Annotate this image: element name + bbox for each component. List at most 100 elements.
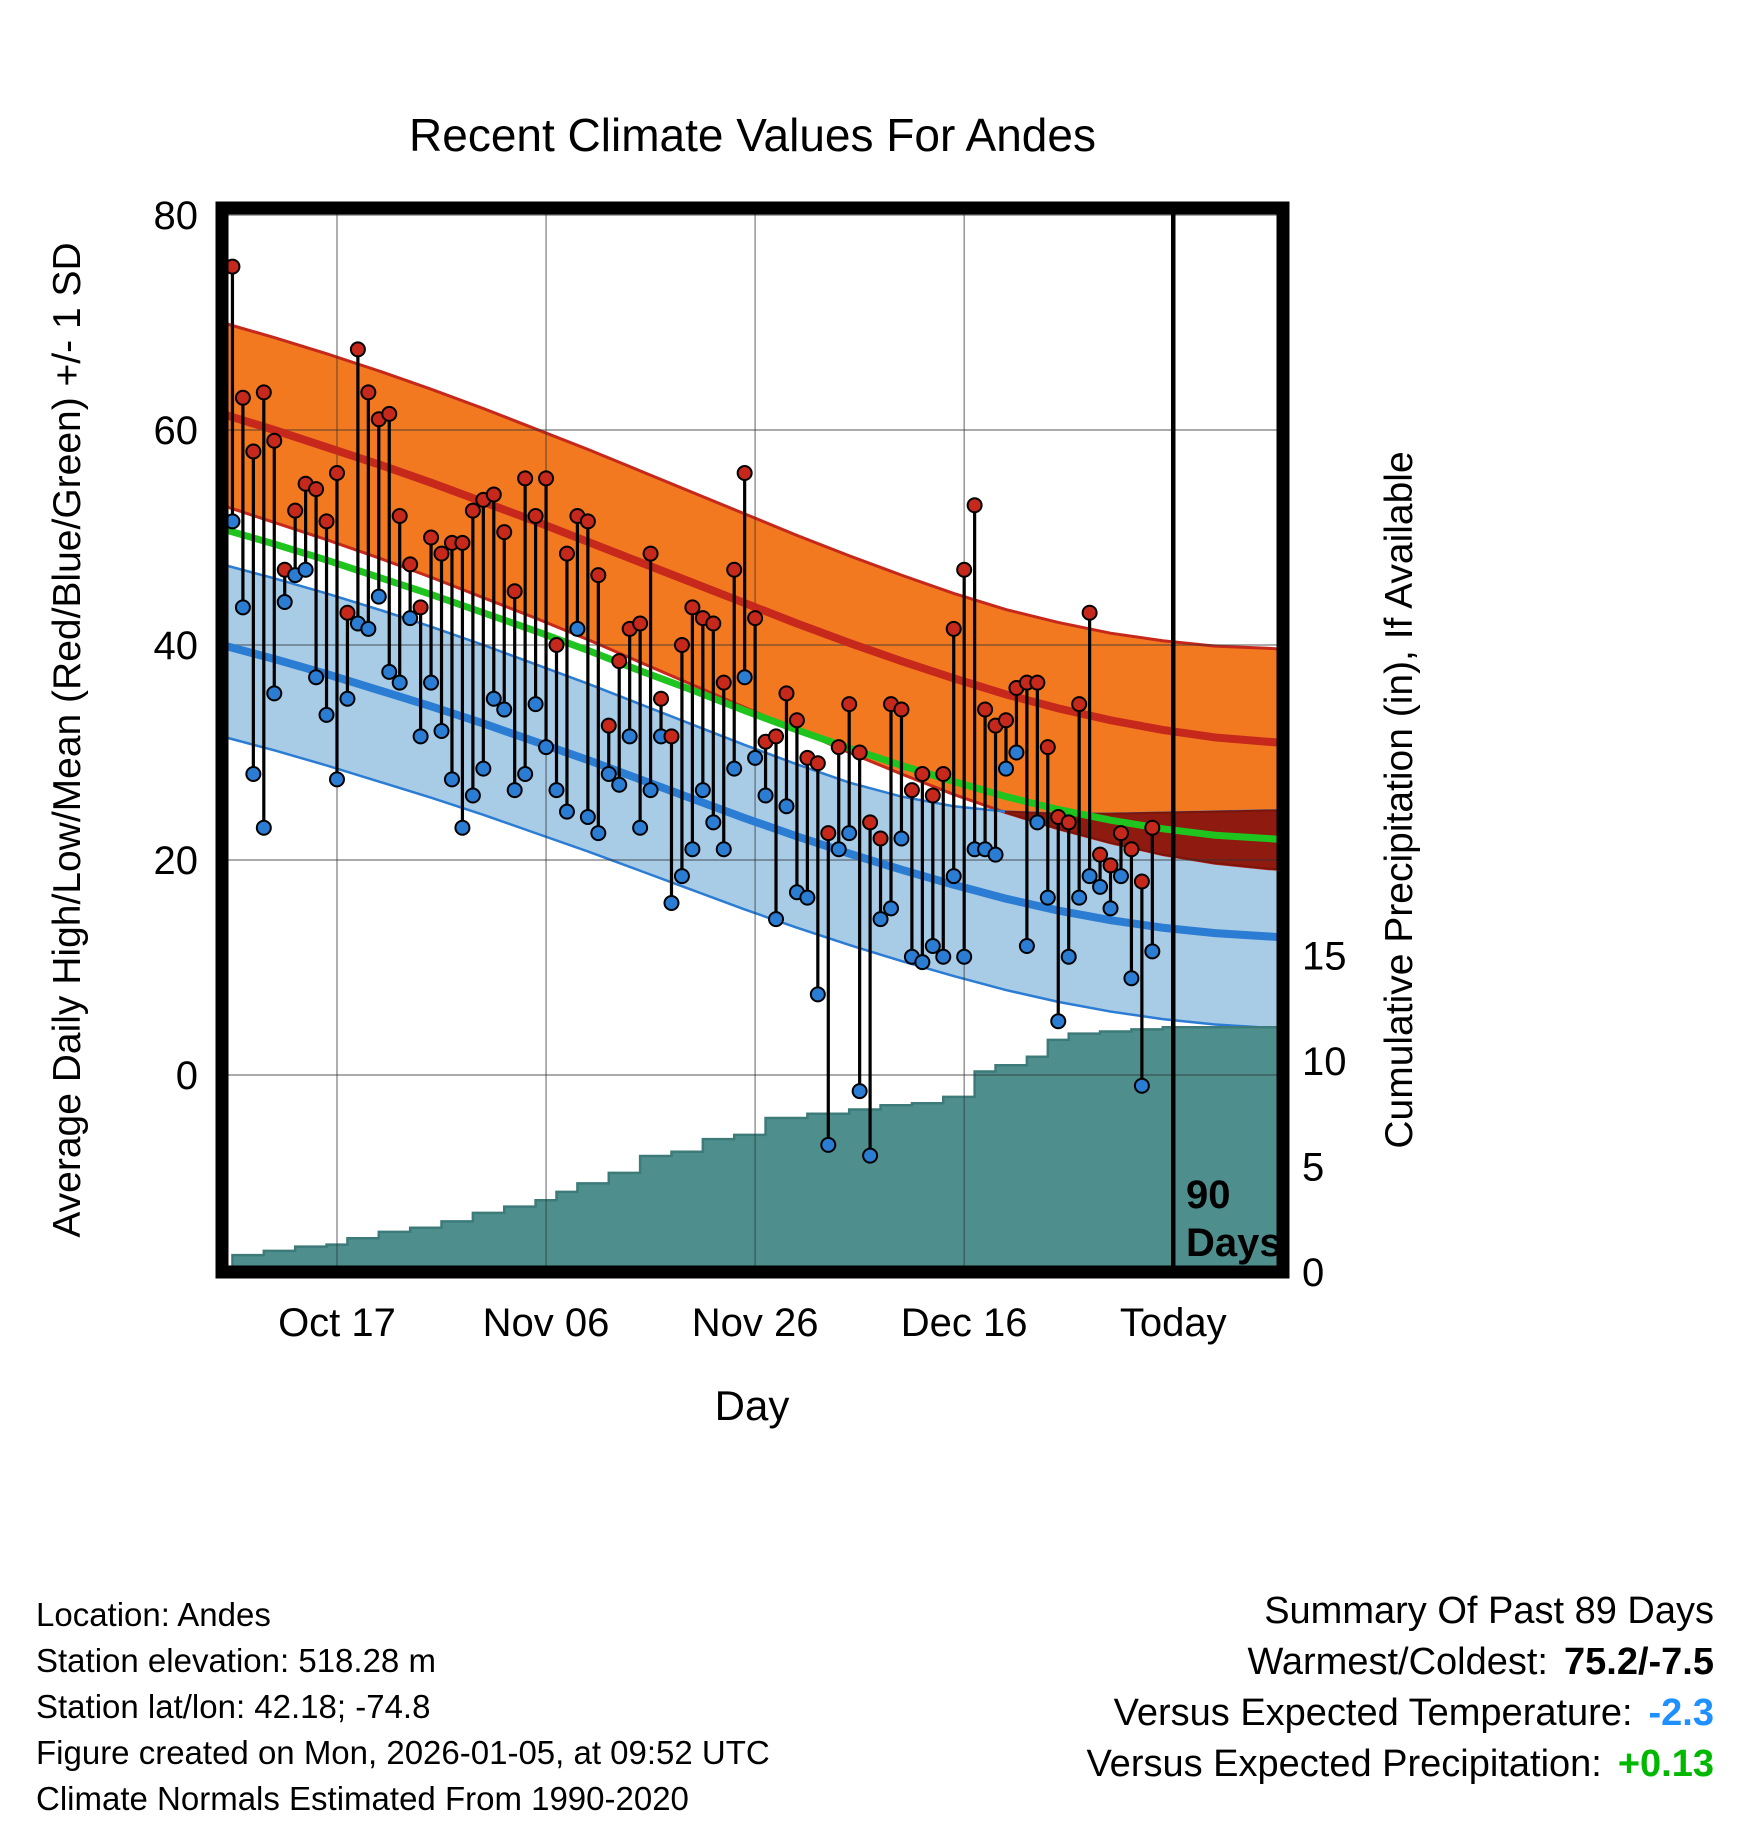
- temp-tick-label: 40: [154, 624, 199, 668]
- daily-temperature-range: [579, 513, 596, 825]
- daily-temperature-range: [997, 712, 1014, 777]
- daily-high-point: [600, 717, 617, 734]
- daily-temperature-range: [663, 728, 680, 911]
- daily-high-point: [391, 508, 408, 524]
- figure-created: Figure created on Mon, 2026-01-05, at 09…: [36, 1734, 770, 1771]
- precip-step-area: [231, 1025, 1285, 1274]
- daily-temperature-range: [600, 717, 617, 782]
- daily-temperature-range: [820, 825, 837, 1153]
- warmest-coldest-value: 75.2/-7.5: [1564, 1641, 1714, 1683]
- daily-temperature-range: [893, 701, 910, 847]
- daily-high-point: [924, 787, 941, 804]
- daily-low-point: [1081, 868, 1098, 885]
- daily-temperature-range: [454, 534, 471, 836]
- daily-temperature-range: [339, 604, 356, 707]
- daily-high-point: [851, 744, 868, 761]
- high-band-upper-edge: [221, 321, 1284, 651]
- daily-high-point: [558, 545, 575, 562]
- daily-temperature-range: [1050, 809, 1067, 1030]
- daily-high-point: [997, 712, 1014, 729]
- daily-temperature-range: [245, 443, 262, 782]
- x-tick-label: Dec 16: [901, 1301, 1028, 1345]
- daily-low-point: [1050, 1013, 1067, 1030]
- daily-high-point: [412, 599, 429, 616]
- daily-low-point: [297, 561, 314, 578]
- daily-temperature-range: [673, 637, 690, 885]
- daily-temperature-range: [423, 529, 440, 691]
- daily-temperature-range: [1112, 825, 1129, 885]
- daily-high-point: [255, 384, 272, 401]
- daily-high-point: [1071, 696, 1088, 713]
- daily-temperature-range: [1029, 674, 1046, 831]
- daily-low-point: [893, 830, 910, 847]
- daily-high-point: [841, 696, 858, 713]
- daily-low-point: [517, 766, 534, 782]
- chart-layers: Oct 17 Nov 06 Nov 26 Dec 16 Today 0 20 40 60 80 0 5…: [154, 194, 1347, 1345]
- station-elevation: Station elevation: 518.28 m: [36, 1642, 436, 1679]
- daily-low-point: [851, 1083, 868, 1100]
- daily-high-point: [977, 701, 994, 718]
- daily-low-point: [527, 696, 544, 713]
- summary-warmest-coldest: Warmest/Coldest: 75.2/-7.5: [1086, 1637, 1714, 1688]
- daily-low-point: [308, 669, 325, 686]
- daily-high-point: [527, 508, 544, 524]
- daily-low-point: [412, 728, 429, 745]
- daily-high-point: [830, 739, 847, 756]
- daily-temperature-range: [768, 728, 785, 928]
- mean-temp-line: [221, 525, 1284, 844]
- warmest-coldest-label: Warmest/Coldest:: [1247, 1641, 1548, 1683]
- daily-high-point: [726, 561, 743, 578]
- daily-high-point: [642, 545, 659, 562]
- daily-low-point: [1029, 814, 1046, 831]
- daily-temperature-range: [611, 653, 628, 793]
- tick-labels: Oct 17 Nov 06 Nov 26 Dec 16 Today 0 20 40 60 80 0 5…: [154, 194, 1347, 1345]
- temp-tick-label: 20: [154, 839, 199, 883]
- daily-temperature-range: [266, 432, 283, 702]
- daily-high-point: [454, 534, 471, 551]
- daily-temperature-range: [632, 615, 649, 836]
- daily-high-point: [485, 486, 502, 503]
- daily-high-point: [1092, 846, 1109, 863]
- daily-low-point: [726, 760, 743, 777]
- daily-temperature-range: [402, 556, 419, 627]
- daily-temperature-range: [872, 830, 889, 928]
- temp-tick-label: 60: [154, 409, 199, 453]
- daily-temperature-range: [956, 561, 973, 965]
- daily-low-point: [736, 669, 753, 686]
- daily-temperature-range: [590, 567, 607, 842]
- x-tick-label: Today: [1120, 1301, 1227, 1345]
- daily-low-point: [538, 739, 555, 756]
- daily-low-point: [883, 900, 900, 917]
- daily-low-point: [1008, 744, 1025, 761]
- daily-temperature-range: [1018, 674, 1035, 954]
- daily-low-point: [1133, 1077, 1150, 1094]
- x-axis-label: Day: [715, 1382, 790, 1429]
- daily-temperature-range: [412, 599, 429, 745]
- daily-high-point: [496, 524, 513, 541]
- daily-temperature-range: [318, 513, 335, 723]
- daily-temperature-range: [308, 481, 325, 686]
- cumulative-precip-area: [231, 1025, 1285, 1274]
- daily-low-point: [1112, 868, 1129, 885]
- daily-temperature-range: [527, 508, 544, 713]
- daily-high-point: [715, 674, 732, 691]
- daily-high-point: [423, 529, 440, 546]
- daily-high-point: [862, 814, 879, 831]
- mean-high-line: [220, 410, 1284, 747]
- daily-low-point: [558, 803, 575, 820]
- daily-temperature-range: [506, 583, 523, 799]
- daily-temperature-range: [381, 405, 398, 680]
- daily-low-point: [1039, 889, 1056, 906]
- daily-high-point: [1081, 604, 1098, 621]
- daily-temperature-range: [517, 470, 534, 782]
- daily-high-point: [579, 513, 596, 530]
- daily-high-point: [339, 604, 356, 621]
- low-temp-band: [222, 564, 1283, 1029]
- daily-low-point: [809, 986, 826, 1003]
- daily-low-point: [914, 954, 931, 971]
- daily-low-point: [318, 706, 335, 723]
- daily-temperature-range: [736, 465, 753, 686]
- daily-low-point: [548, 782, 565, 799]
- ninety-days-label-line1: 90: [1186, 1173, 1231, 1217]
